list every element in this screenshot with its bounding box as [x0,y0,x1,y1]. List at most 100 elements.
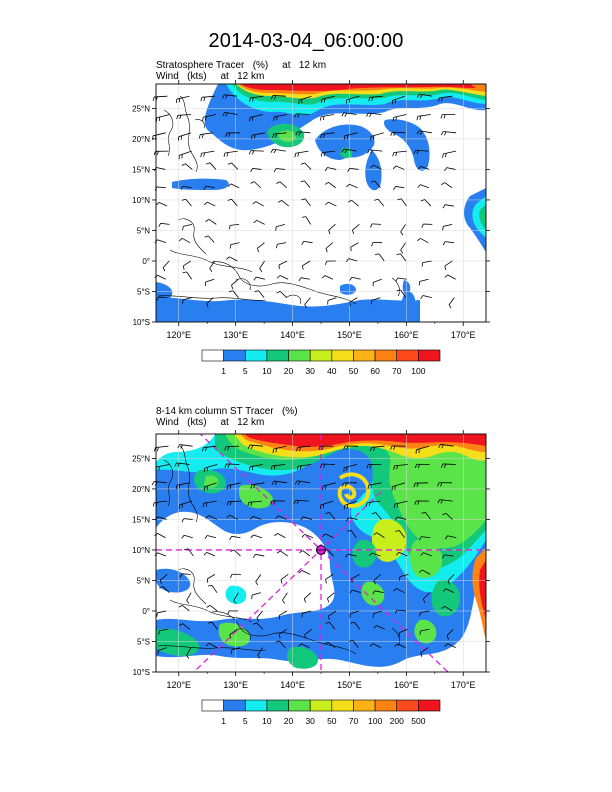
wind-barb [417,166,430,170]
colorbar-swatch [353,699,376,712]
wind-barb [318,445,334,451]
wind-barb [302,260,311,270]
colorbar-label: 40 [327,366,337,376]
wind-barb [442,241,454,246]
wind-barb [159,586,170,593]
wind-barb [370,132,384,141]
wind-barb [250,482,265,489]
wind-barb [253,276,265,281]
wind-barb [442,150,457,158]
wind-barb [179,573,191,578]
wind-barb [400,242,406,254]
colorbar-swatch [201,699,224,712]
colorbar-swatch [288,699,311,712]
wind-barb [182,297,192,304]
x-tick-label: 120°E [166,680,191,690]
x-tick-label: 130°E [223,680,248,690]
wind-barb [391,482,405,491]
wind-barb [176,114,191,120]
wind-barb [391,95,405,105]
wind-barb [178,237,191,244]
wind-barb [229,628,238,639]
wind-barb [155,202,168,207]
wind-barb [270,95,286,100]
wind-barb [437,482,452,487]
x-tick-label: 120°E [166,330,191,340]
bottom-wind-barbs [151,443,457,659]
wind-barb [282,592,288,604]
wind-barb [301,198,311,207]
wind-barb [272,445,287,453]
wind-barb [182,271,193,280]
colorbar-label: 30 [305,366,315,376]
wind-barb [228,290,239,298]
wind-barb [325,574,334,584]
wind-barb [181,198,192,207]
wind-barb [396,253,407,262]
wind-barb [224,445,239,451]
wind-barb [300,180,311,188]
wind-barb [440,131,457,136]
wind-barb [276,291,287,298]
y-tick-label: 0° [142,257,150,266]
wind-barb [371,512,382,520]
wind-barb [273,114,288,121]
wind-barb [162,260,170,272]
wind-barb [440,463,456,468]
wind-barb [369,643,382,648]
colorbar-swatch [374,349,398,362]
colorbar-swatch [418,699,441,712]
wind-barb [226,514,238,520]
wind-barb [366,464,382,469]
wind-barb [252,553,265,558]
wind-barb [352,224,360,235]
wind-barb [276,275,289,280]
wind-barb [231,278,239,290]
wind-barb [437,499,453,504]
wind-barb [368,552,381,557]
wind-barb [296,464,312,471]
wind-barb [395,551,408,557]
colorbar-label: 50 [327,716,337,726]
bottom-panel-title-1: 8-14 km column ST Tracer (%) [156,406,298,417]
wind-barb [441,182,453,189]
wind-barb [209,260,216,272]
colorbar-swatch [201,349,224,362]
wind-barb [270,500,286,505]
wind-barb [276,242,287,249]
wind-barb [400,224,406,236]
wind-barb [372,278,382,287]
top-map-panel: 120°E 130°E 140°E 150°E 160°E 170°E 25°N 20°N 1… [132,80,490,376]
wind-barb [319,463,335,468]
y-tick-label: 10°S [133,318,150,327]
wind-barb [294,113,310,118]
wind-barb [366,112,382,118]
wind-barb [442,204,454,209]
colorbar-swatch [396,349,419,362]
wind-barb [327,297,337,305]
wind-barb [153,150,169,156]
wind-barb [413,482,429,488]
wind-barb [394,609,407,614]
wind-barb [200,150,215,158]
wind-barb [350,621,361,630]
wind-barb [205,643,218,648]
wind-barb [304,628,312,639]
wind-barb [347,167,359,172]
bottom-colorbar: 1 5 10 20 30 50 70 100 200 500 [201,699,441,726]
wind-barb [155,114,170,122]
wind-barb [206,162,217,170]
wind-barb [444,643,456,648]
wind-barb [182,260,192,270]
wind-barb [256,610,263,622]
wind-barb [319,114,335,121]
wind-barb [328,610,337,621]
wind-barb [273,168,286,173]
wind-barb [341,148,357,154]
wind-barb [370,223,382,228]
wind-barb [257,242,265,253]
wind-barb [394,516,407,521]
wind-barb [280,574,289,584]
wind-barb [301,610,312,618]
wind-barb [205,515,218,520]
